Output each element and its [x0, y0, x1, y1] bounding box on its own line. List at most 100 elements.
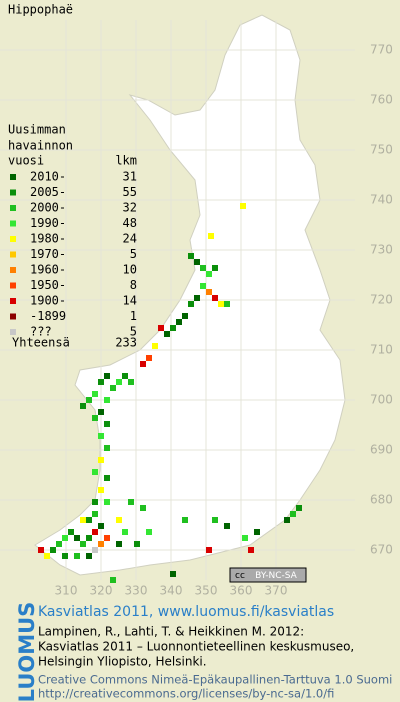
x-tick-label: 330	[125, 584, 148, 598]
legend-count: 10	[123, 263, 137, 277]
observation-square	[74, 535, 80, 541]
legend-heading: havainnon	[8, 139, 73, 153]
legend-label: -1899	[30, 309, 66, 323]
observation-square	[104, 475, 110, 481]
map-title: Hippophaë	[8, 3, 73, 17]
observation-square	[86, 553, 92, 559]
y-tick-label: 760	[370, 93, 393, 107]
observation-square	[98, 541, 104, 547]
finland-outline	[34, 14, 346, 576]
legend-count: 8	[130, 278, 137, 292]
legend-swatch	[10, 205, 16, 211]
observation-square	[62, 535, 68, 541]
legend-swatch	[10, 174, 16, 180]
y-tick-label: 720	[370, 293, 393, 307]
observation-square	[44, 553, 50, 559]
observation-square	[200, 265, 206, 271]
badge-box	[229, 567, 307, 583]
observation-square	[98, 379, 104, 385]
observation-square	[128, 499, 134, 505]
legend-count: 31	[123, 170, 137, 184]
brand: LUOMUS	[15, 602, 39, 702]
observation-square	[224, 523, 230, 529]
y-tick-label: 700	[370, 393, 393, 407]
observation-square	[224, 301, 230, 307]
legend-label: ???	[30, 325, 52, 339]
license-badge: cc BY-NC-SA	[229, 567, 307, 583]
legend-total: 233	[115, 336, 137, 350]
legend-swatch	[10, 189, 16, 196]
legend-count: 5	[130, 325, 137, 339]
legend-total-label: Yhteensä	[12, 336, 70, 350]
observation-square	[208, 233, 214, 239]
license-line: Creative Commons Nimeä-Epäkaupallinen-Ta…	[38, 673, 392, 687]
observation-square	[86, 397, 92, 403]
observation-square	[116, 379, 122, 385]
observation-square	[194, 295, 200, 301]
legend-count-header: lkm	[115, 154, 137, 168]
x-tick-label: 310	[55, 584, 78, 598]
legend-label: 1970-	[30, 247, 66, 261]
legend-label: 2000-	[30, 201, 66, 215]
observation-square	[212, 295, 218, 301]
observation-square	[182, 313, 188, 319]
observation-square	[206, 547, 212, 553]
legend-count: 32	[123, 201, 137, 215]
legend-label: 1960-	[30, 263, 66, 277]
observation-square	[242, 535, 248, 541]
observation-square	[240, 203, 246, 209]
observation-square	[152, 343, 158, 349]
observation-square	[284, 517, 290, 523]
legend-count: 1	[130, 309, 137, 323]
observation-square	[74, 553, 80, 559]
citation-line: Lampinen, R., Lahti, T. & Heikkinen M. 2…	[38, 625, 304, 639]
legend-swatch	[10, 236, 16, 242]
x-tick-label: 320	[90, 584, 113, 598]
observation-square	[290, 511, 296, 517]
observation-square	[212, 517, 218, 523]
observation-square	[140, 505, 146, 511]
observation-square	[80, 403, 86, 409]
observation-square	[92, 547, 98, 553]
badge-icon: cc	[235, 571, 245, 581]
observation-square	[104, 373, 110, 379]
legend-count: 48	[123, 216, 137, 230]
observation-square	[110, 385, 116, 391]
observations	[38, 203, 302, 583]
legend-swatch	[10, 267, 16, 273]
legend-swatch	[10, 313, 16, 320]
y-tick-label: 770	[370, 43, 393, 57]
grid: 770 760 750 740 730 720 710 700 690 680 670 310 320 3…	[0, 20, 393, 598]
y-tick-label: 680	[370, 493, 393, 507]
observation-square	[116, 541, 122, 547]
observation-square	[104, 421, 110, 427]
license-url[interactable]: http://creativecommons.org/licenses/by-n…	[38, 687, 334, 701]
observation-square	[248, 547, 254, 553]
observation-square	[92, 391, 98, 397]
observation-square	[92, 511, 98, 517]
legend-label: 2010-	[30, 170, 66, 184]
observation-square	[164, 331, 170, 337]
legend-count: 55	[123, 185, 137, 199]
observation-square	[146, 529, 152, 535]
observation-square	[104, 445, 110, 451]
citation-line: Helsingin Yliopisto, Helsinki.	[38, 655, 207, 669]
legend-label: 1990-	[30, 216, 66, 230]
legend-label: 1900-	[30, 294, 66, 308]
legend-label: 1950-	[30, 278, 66, 292]
observation-square	[62, 553, 68, 559]
observation-square	[128, 379, 134, 385]
observation-square	[98, 523, 104, 529]
observation-square	[98, 487, 104, 493]
observation-square	[92, 499, 98, 505]
badge-text: BY-NC-SA	[255, 571, 298, 581]
atlas-link[interactable]: Kasviatlas 2011, www.luomus.fi/kasviatla…	[38, 604, 334, 620]
x-tick-label: 350	[195, 584, 218, 598]
legend: Uusimman havainnon vuosi lkm 2010- 31 2005…	[8, 123, 137, 350]
legend-label: 2005-	[30, 185, 66, 199]
observation-square	[140, 361, 146, 367]
legend-label: 1980-	[30, 232, 66, 246]
observation-square	[188, 301, 194, 307]
observation-square	[80, 517, 86, 523]
